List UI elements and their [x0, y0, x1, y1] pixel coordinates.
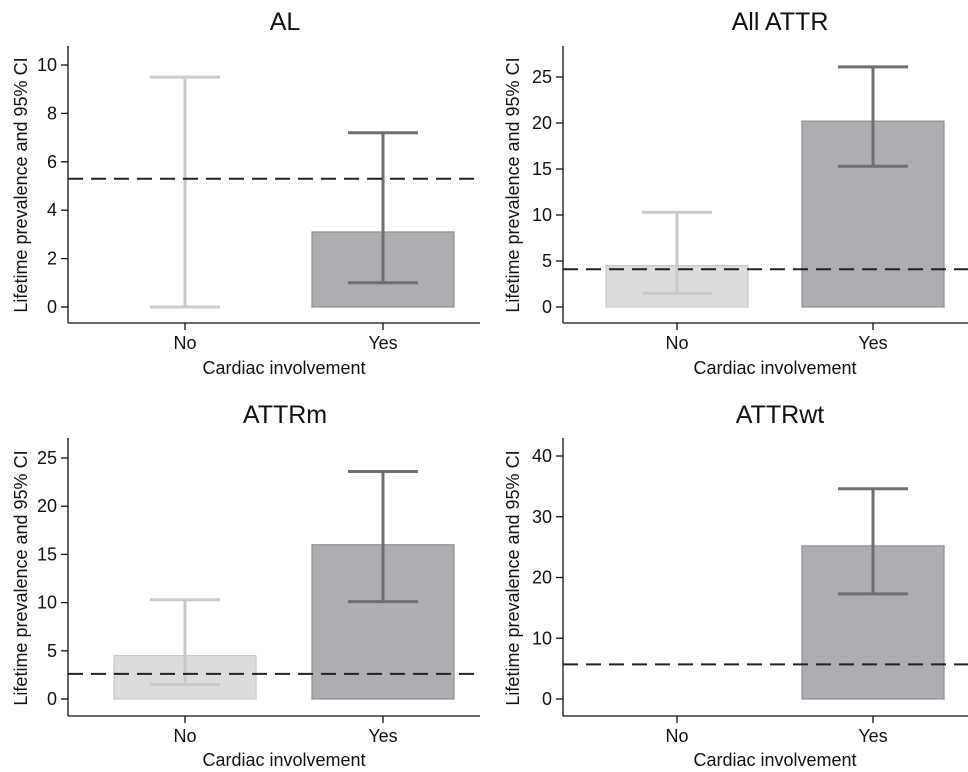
- y-tick-label: 5: [47, 641, 57, 661]
- y-tick-label: 8: [47, 103, 57, 123]
- y-tick-label: 15: [532, 159, 552, 179]
- y-tick-label: 0: [542, 297, 552, 317]
- x-tick-label: Yes: [368, 333, 397, 353]
- y-axis-title: Lifetime prevalence and 95% CI: [11, 450, 31, 705]
- y-tick-label: 20: [532, 568, 552, 588]
- y-tick-label: 20: [37, 496, 57, 516]
- y-tick-label: 0: [542, 689, 552, 709]
- y-tick-label: 5: [542, 251, 552, 271]
- chart-title: ATTRwt: [736, 401, 824, 429]
- x-axis-title: Cardiac involvement: [693, 750, 856, 770]
- y-tick-label: 15: [37, 544, 57, 564]
- x-tick-label: No: [173, 726, 196, 746]
- x-tick-label: Yes: [368, 726, 397, 746]
- y-tick-label: 10: [37, 593, 57, 613]
- chart-title: All ATTR: [732, 8, 829, 36]
- y-tick-label: 40: [532, 446, 552, 466]
- y-tick-label: 6: [47, 152, 57, 172]
- x-tick-label: No: [173, 333, 196, 353]
- y-axis-title: Lifetime prevalence and 95% CI: [11, 57, 31, 312]
- x-tick-label: Yes: [858, 726, 887, 746]
- y-tick-label: 25: [532, 67, 552, 87]
- y-tick-label: 10: [532, 628, 552, 648]
- y-tick-label: 4: [47, 200, 57, 220]
- x-axis-title: Cardiac involvement: [693, 358, 856, 378]
- y-tick-label: 30: [532, 507, 552, 527]
- x-tick-label: No: [665, 726, 688, 746]
- y-tick-label: 0: [47, 689, 57, 709]
- y-tick-label: 10: [532, 205, 552, 225]
- x-axis-title: Cardiac involvement: [202, 358, 365, 378]
- y-axis-title: Lifetime prevalence and 95% CI: [503, 450, 523, 705]
- y-tick-label: 2: [47, 249, 57, 269]
- x-tick-label: Yes: [858, 333, 887, 353]
- x-axis-title: Cardiac involvement: [202, 750, 365, 770]
- y-tick-label: 25: [37, 448, 57, 468]
- chart-title: AL: [270, 8, 301, 36]
- x-tick-label: No: [665, 333, 688, 353]
- y-tick-label: 10: [37, 55, 57, 75]
- y-axis-title: Lifetime prevalence and 95% CI: [503, 57, 523, 312]
- y-tick-label: 0: [47, 297, 57, 317]
- chart-title: ATTRm: [243, 401, 327, 429]
- y-tick-label: 20: [532, 113, 552, 133]
